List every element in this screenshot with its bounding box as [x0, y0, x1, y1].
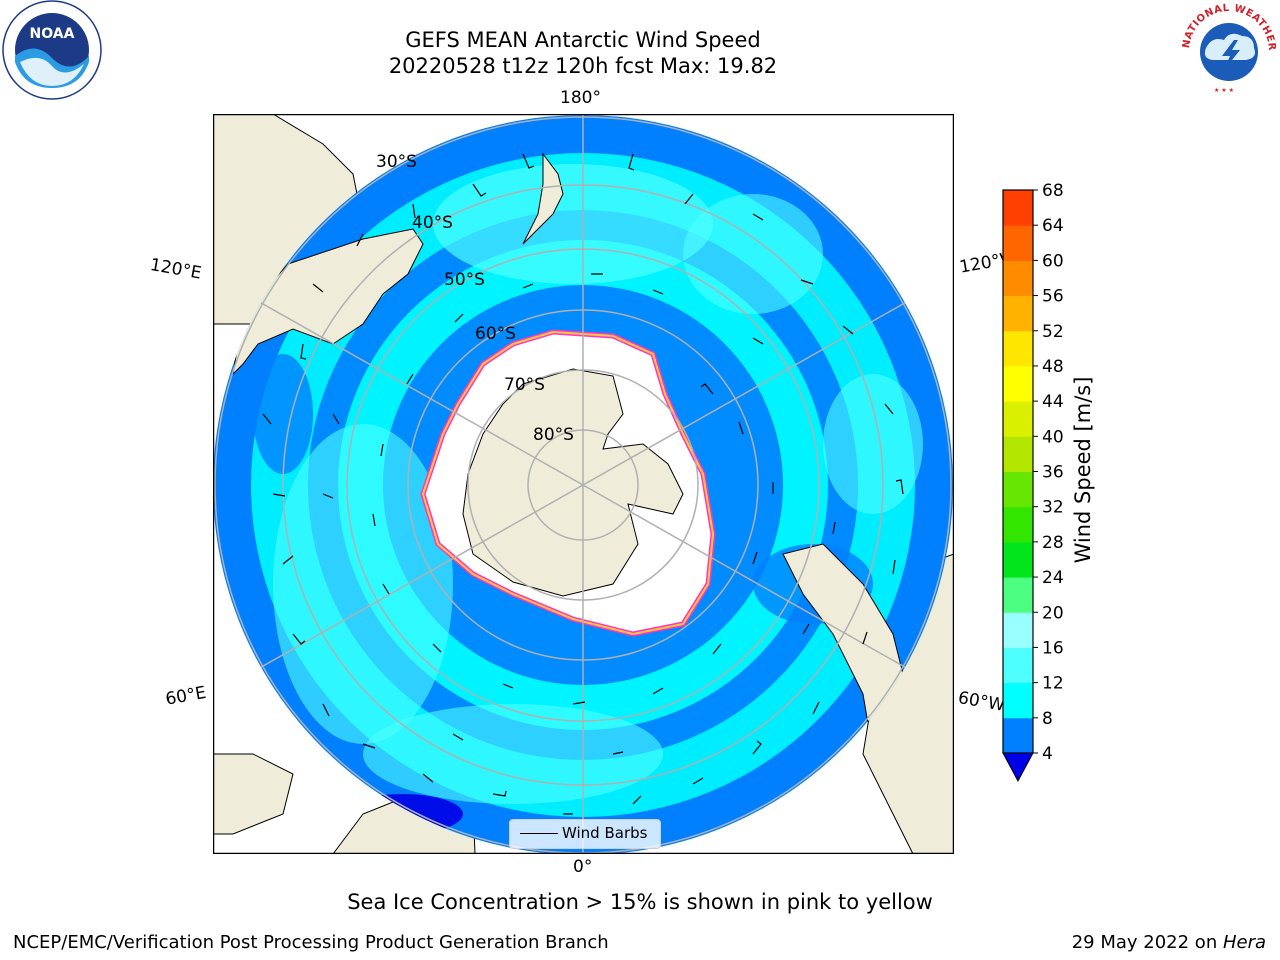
- colorbar-segment: [1003, 612, 1033, 648]
- lon-label-60e: 60°E: [164, 682, 208, 710]
- wind-barbs: [262, 153, 904, 815]
- colorbar-tick-label: 8: [1042, 709, 1053, 729]
- colorbar-segment: [1003, 506, 1033, 543]
- lon-label-0: 0°: [573, 857, 593, 877]
- lat-label-50s: 50°S: [444, 270, 485, 290]
- lat-label-60s: 60°S: [475, 324, 516, 344]
- colorbar-segment: [1003, 682, 1033, 719]
- colorbar-label: Wind Speed [m/s]: [1071, 376, 1095, 564]
- colorbar-tick-label: 20: [1042, 603, 1064, 623]
- colorbar-tick-label: 28: [1042, 533, 1064, 553]
- colorbar-segment: [1003, 717, 1033, 754]
- colorbar-segment: [1003, 647, 1033, 684]
- svg-text:★ ★ ★: ★ ★ ★: [1214, 87, 1234, 94]
- lat-label-40s: 40°S: [412, 213, 453, 233]
- colorbar-segment: [1003, 190, 1033, 226]
- map-border: [213, 114, 954, 854]
- colorbar-tick-label: 16: [1042, 638, 1064, 658]
- colorbar-segment: [1003, 541, 1033, 578]
- colorbar-tick-label: 68: [1042, 181, 1064, 201]
- lon-label-120e: 120°E: [148, 255, 203, 284]
- colorbar-segment: [1003, 225, 1033, 261]
- colorbar-tick-label: 24: [1042, 568, 1064, 588]
- colorbar-tick-label: 36: [1042, 463, 1064, 483]
- colorbar-segment: [1003, 295, 1033, 332]
- noaa-logo: NOAA: [2, 0, 102, 100]
- antarctica: [462, 368, 684, 597]
- colorbar-tick-label: 12: [1042, 674, 1064, 694]
- wind-barb-legend-line: [520, 833, 558, 835]
- lon-label-180: 180°: [560, 88, 601, 108]
- footer-host: Hera: [1222, 932, 1266, 953]
- polar-map: [213, 114, 954, 854]
- colorbar-tick-label: 32: [1042, 498, 1064, 518]
- colorbar-segment: [1003, 577, 1033, 613]
- colorbar-tick-label: 44: [1042, 392, 1064, 412]
- footer-date: 29 May 2022 on Hera: [1072, 932, 1266, 953]
- colorbar-tick-label: 48: [1042, 357, 1064, 377]
- legend-label: Wind Barbs: [562, 824, 648, 842]
- colorbar-tick-label: 40: [1042, 427, 1064, 447]
- chart-subtitle: 20220528 t12z 120h fcst Max: 19.82: [388, 54, 778, 78]
- nws-logo: NATIONAL WEATHER SERVICE ★ ★ ★: [1178, 0, 1277, 99]
- lat-label-30s: 30°S: [376, 152, 417, 172]
- colorbar-tick-label: 4: [1042, 744, 1053, 764]
- colorbar-tick-label: 64: [1042, 216, 1064, 236]
- footer-credit: NCEP/EMC/Verification Post Processing Pr…: [13, 932, 609, 953]
- colorbar-segment: [1003, 401, 1033, 437]
- colorbar-segment: [1003, 436, 1033, 472]
- lat-label-70s: 70°S: [504, 375, 545, 395]
- colorbar-tick-label: 52: [1042, 322, 1064, 342]
- lat-label-80s: 80°S: [533, 425, 574, 445]
- colorbar-segment: [1003, 330, 1033, 367]
- footer-date-text: 29 May 2022 on: [1071, 932, 1223, 953]
- chart-title: GEFS MEAN Antarctic Wind Speed: [405, 28, 761, 52]
- colorbar-segment: [1003, 365, 1033, 402]
- colorbar-under-arrow: [1002, 752, 1034, 783]
- colorbar-segment: [1003, 260, 1033, 297]
- legend: Wind Barbs: [509, 819, 661, 849]
- sea-ice-note: Sea Ice Concentration > 15% is shown in …: [347, 890, 933, 914]
- colorbar-tick-label: 60: [1042, 251, 1064, 271]
- colorbar-segment: [1003, 471, 1033, 508]
- colorbar-tick-label: 56: [1042, 287, 1064, 307]
- noaa-logo-text: NOAA: [30, 26, 75, 42]
